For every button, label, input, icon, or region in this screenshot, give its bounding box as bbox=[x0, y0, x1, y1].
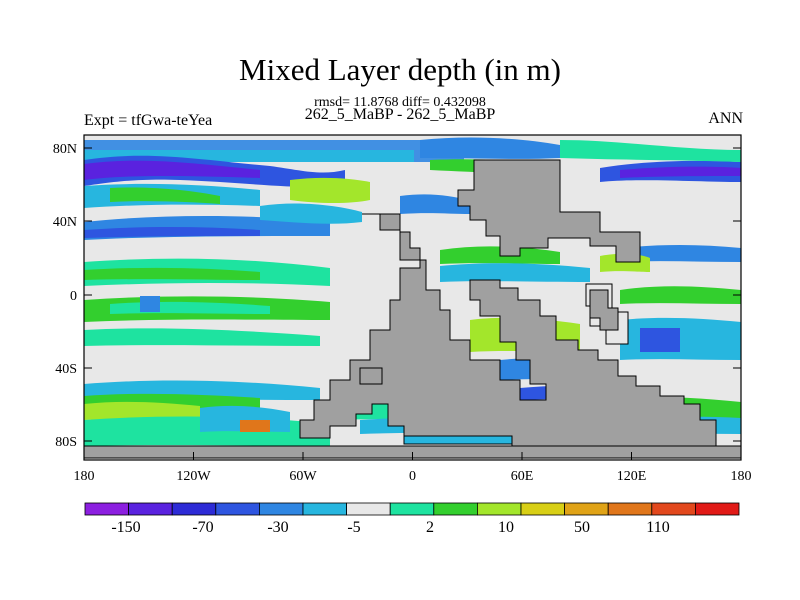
colorbar-swatch bbox=[651, 502, 696, 516]
map-field bbox=[84, 135, 741, 460]
x-tick-label: 60W bbox=[289, 469, 317, 484]
x-tick-label: 120E bbox=[617, 469, 647, 484]
stats-subtitle: rmsd= 11.8768 diff= 0.432098 bbox=[314, 95, 486, 110]
colorbar-swatch bbox=[695, 502, 740, 516]
colorbar-swatch bbox=[215, 502, 260, 516]
colorbar-swatch bbox=[171, 502, 217, 516]
x-tick-label: 180 bbox=[731, 469, 752, 484]
colorbar-swatch bbox=[389, 502, 435, 516]
colorbar bbox=[84, 502, 740, 516]
colorbar-swatch bbox=[476, 502, 522, 516]
colorbar-swatch bbox=[520, 502, 565, 516]
chart-title: Mixed Layer depth (in m) bbox=[239, 52, 561, 87]
colorbar-label: 2 bbox=[426, 519, 434, 536]
colorbar-label: 50 bbox=[574, 519, 590, 536]
y-tick-label: 0 bbox=[70, 289, 77, 304]
colorbar-label: -30 bbox=[267, 519, 288, 536]
colorbar-swatch bbox=[564, 502, 609, 516]
colorbar-label: -5 bbox=[347, 519, 360, 536]
colorbar-label: 110 bbox=[646, 519, 669, 536]
y-tick-label: 40S bbox=[55, 362, 77, 377]
y-tick-label: 40N bbox=[53, 215, 77, 230]
x-tick-label: 180 bbox=[74, 469, 95, 484]
experiment-label: Expt = tfGwa-teYea bbox=[84, 112, 213, 129]
x-tick-label: 60E bbox=[511, 469, 534, 484]
colorbar-swatch bbox=[128, 502, 173, 516]
colorbar-swatch bbox=[607, 502, 653, 516]
x-axis bbox=[83, 452, 742, 460]
colorbar-swatch bbox=[258, 502, 304, 516]
colorbar-label: 10 bbox=[498, 519, 514, 536]
y-axis bbox=[84, 147, 741, 442]
x-tick-label: 120W bbox=[176, 469, 211, 484]
colorbar-swatch bbox=[84, 502, 129, 516]
colorbar-label: -70 bbox=[192, 519, 213, 536]
colorbar-label: -150 bbox=[111, 519, 140, 536]
y-tick-label: 80S bbox=[55, 435, 77, 450]
x-tick-label: 0 bbox=[409, 469, 416, 484]
case-subtitle: 262_5_MaBP - 262_5_MaBP bbox=[304, 106, 496, 123]
colorbar-swatch bbox=[433, 502, 478, 516]
y-tick-label: 80N bbox=[53, 142, 77, 157]
colorbar-swatch bbox=[346, 502, 391, 516]
season-label: ANN bbox=[708, 110, 743, 127]
colorbar-swatch bbox=[302, 502, 347, 516]
